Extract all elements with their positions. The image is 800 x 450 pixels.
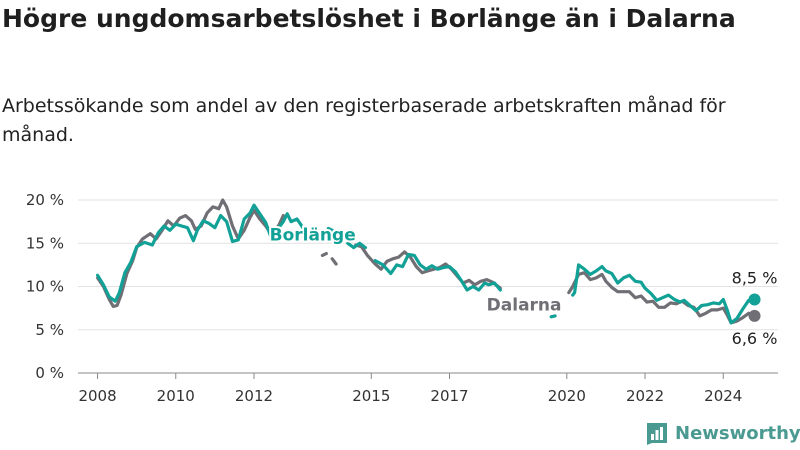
series-line-dalarna <box>330 257 338 266</box>
series-lines <box>95 198 761 325</box>
newsworthy-logo[interactable]: Newsworthy <box>645 420 800 446</box>
x-tick-label: 2010 <box>157 387 195 405</box>
series-borlange <box>95 203 761 325</box>
gridlines: 0 % 5 % 10 % 15 % 20 % <box>26 191 778 382</box>
bar-chart-logo-icon <box>647 423 667 445</box>
chart-subtitle: Arbetssökande som andel av den registerb… <box>2 95 726 146</box>
series-line-dalarna <box>95 198 285 308</box>
x-tick-label: 2024 <box>704 387 742 405</box>
series-line-borlange <box>549 314 557 319</box>
series-labels: Dalarna 6,6 % Borlänge 8,5 % <box>268 224 778 348</box>
x-axis: 2008 2010 2012 2015 2017 2020 2022 2024 <box>78 373 742 405</box>
series-name-borlange: Borlänge <box>270 226 356 246</box>
series-line-dalarna <box>567 271 757 325</box>
end-point-dalarna <box>748 309 761 322</box>
y-tick-label: 5 % <box>35 321 64 339</box>
end-value-dalarna: 6,6 % <box>732 329 778 348</box>
brand-name: Newsworthy <box>675 422 800 444</box>
end-point-borlange <box>748 293 761 306</box>
y-tick-label: 20 % <box>26 191 64 209</box>
x-tick-label: 2017 <box>430 387 468 405</box>
end-value-borlange: 8,5 % <box>732 268 778 287</box>
series-line-borlange <box>326 226 334 232</box>
series-line-dalarna <box>320 252 328 257</box>
series-dalarna <box>95 198 761 325</box>
x-tick-label: 2008 <box>78 387 116 405</box>
series-line-borlange <box>95 203 305 303</box>
x-tick-label: 2015 <box>352 387 390 405</box>
series-line-borlange <box>571 263 757 325</box>
y-tick-label: 15 % <box>26 234 64 252</box>
series-name-dalarna: Dalarna <box>487 296 562 316</box>
chart-title: Högre ungdomsarbetslöshet i Borlänge än … <box>2 4 736 33</box>
x-tick-label: 2012 <box>235 387 273 405</box>
series-line-borlange <box>346 241 367 250</box>
series-line-dalarna <box>354 243 502 290</box>
y-tick-label: 0 % <box>35 364 64 382</box>
y-tick-label: 10 % <box>26 278 64 296</box>
series-line-borlange <box>373 252 502 292</box>
x-tick-label: 2022 <box>626 387 664 405</box>
x-tick-label: 2020 <box>548 387 586 405</box>
